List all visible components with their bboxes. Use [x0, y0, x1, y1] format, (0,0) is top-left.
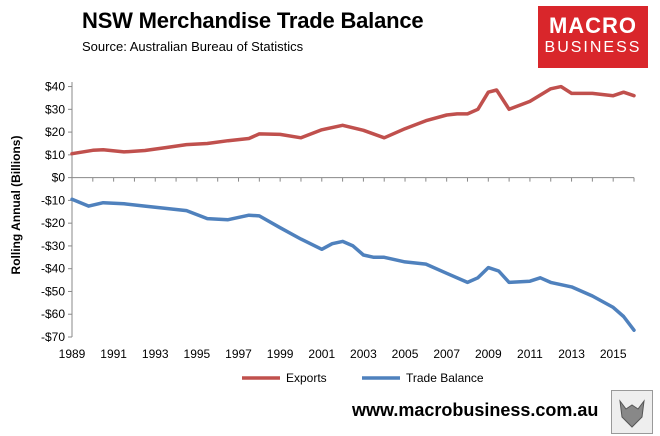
footer-url: www.macrobusiness.com.au [352, 400, 599, 420]
chart-source: Source: Australian Bureau of Statistics [82, 39, 304, 54]
y-tick-label: -$30 [41, 239, 65, 253]
logo-line-2: BUSINESS [544, 39, 642, 56]
x-tick-label: 2001 [308, 347, 335, 361]
plot-area: $40 $30 $20 $10 $0 -$10 -$20 -$30 -$40 -$50 -$60 -$… [41, 80, 636, 385]
x-tick-label: 2003 [350, 347, 377, 361]
macrobusiness-logo: MACRO BUSINESS [538, 6, 648, 68]
series-line-trade-balance [70, 197, 636, 332]
legend-label: Exports [286, 371, 327, 385]
x-tick-label: 1989 [59, 347, 86, 361]
y-axis-label: Rolling Annual (Billions) [9, 136, 23, 275]
chart-title: NSW Merchandise Trade Balance [82, 8, 424, 33]
x-tick-label: 2013 [558, 347, 585, 361]
y-tick-label: $0 [52, 171, 66, 185]
legend-label: Trade Balance [406, 371, 484, 385]
x-tick-label: 2009 [475, 347, 502, 361]
y-tick-label: $20 [45, 125, 65, 139]
wolf-badge-icon [611, 390, 653, 434]
x-tick-label: 1993 [142, 347, 169, 361]
x-tick-label: 2007 [433, 347, 460, 361]
y-tick-label: -$70 [41, 330, 65, 344]
y-tick-label: -$60 [41, 307, 65, 321]
y-tick-label: $30 [45, 102, 65, 116]
y-tick-label: $40 [45, 80, 65, 94]
logo-line-1: MACRO [548, 13, 638, 38]
x-tick-label: 1999 [267, 347, 294, 361]
series-line-exports [70, 84, 636, 156]
x-tick-label: 1997 [225, 347, 252, 361]
x-tick-label: 1995 [184, 347, 211, 361]
x-tick-label: 2011 [517, 347, 543, 361]
y-tick-label: -$50 [41, 284, 65, 298]
y-tick-label: -$40 [41, 262, 65, 276]
y-tick-label: $10 [45, 148, 65, 162]
y-tick-label: -$20 [41, 216, 65, 230]
x-tick-label: 1991 [100, 347, 127, 361]
y-tick-label: -$10 [41, 193, 65, 207]
x-tick-label: 2005 [392, 347, 419, 361]
x-tick-label: 2015 [600, 347, 627, 361]
